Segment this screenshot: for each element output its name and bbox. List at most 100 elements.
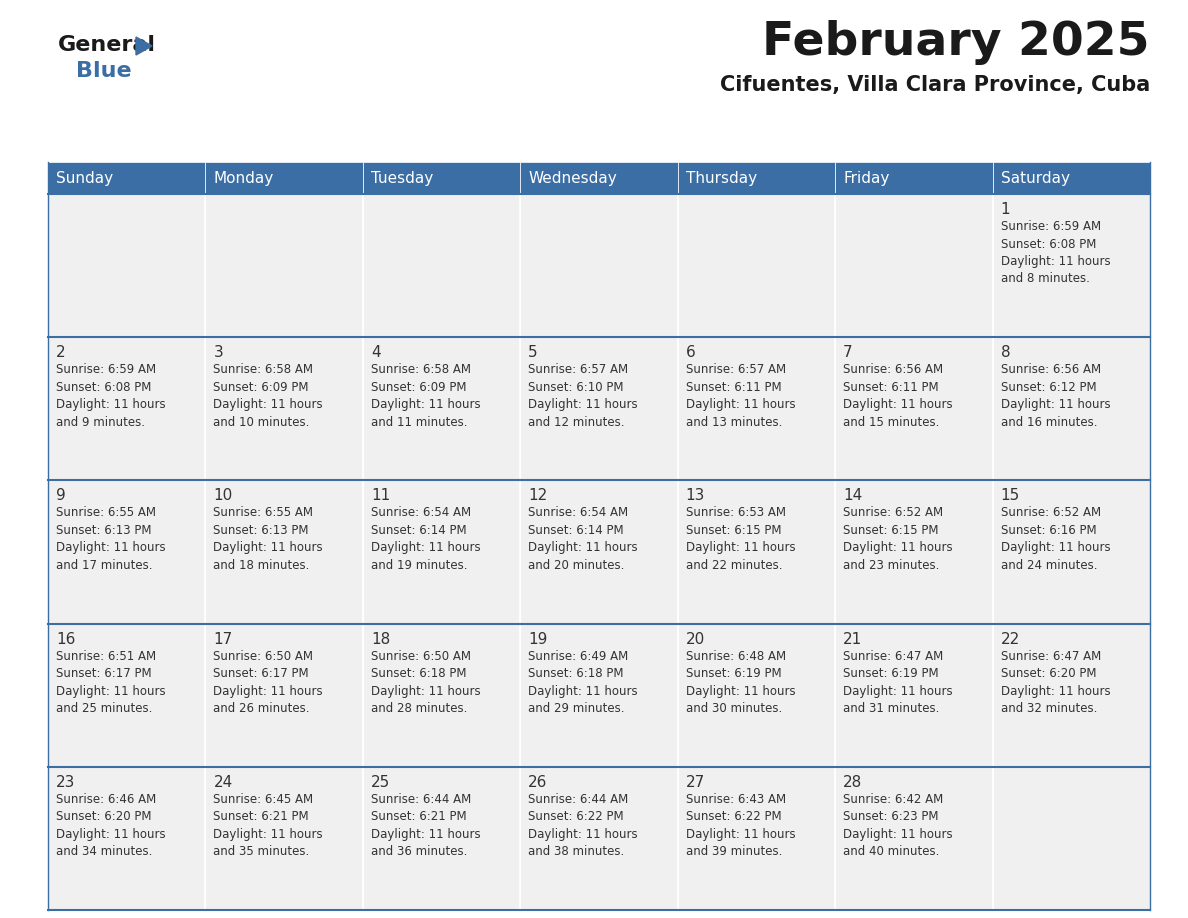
Text: Tuesday: Tuesday — [371, 171, 434, 185]
Bar — [520, 337, 677, 480]
Text: 3: 3 — [214, 345, 223, 360]
Text: 16: 16 — [56, 632, 75, 646]
Bar — [992, 337, 1150, 480]
Bar — [520, 194, 677, 337]
Text: Sunrise: 6:58 AM
Sunset: 6:09 PM
Daylight: 11 hours
and 10 minutes.: Sunrise: 6:58 AM Sunset: 6:09 PM Dayligh… — [214, 364, 323, 429]
Text: Sunrise: 6:52 AM
Sunset: 6:15 PM
Daylight: 11 hours
and 23 minutes.: Sunrise: 6:52 AM Sunset: 6:15 PM Dayligh… — [843, 507, 953, 572]
Text: Sunrise: 6:45 AM
Sunset: 6:21 PM
Daylight: 11 hours
and 35 minutes.: Sunrise: 6:45 AM Sunset: 6:21 PM Dayligh… — [214, 793, 323, 858]
Bar — [206, 623, 362, 767]
Text: 25: 25 — [371, 775, 390, 789]
Bar — [677, 767, 835, 910]
Text: Cifuentes, Villa Clara Province, Cuba: Cifuentes, Villa Clara Province, Cuba — [720, 75, 1150, 95]
Text: Blue: Blue — [76, 61, 132, 81]
Text: Sunrise: 6:54 AM
Sunset: 6:14 PM
Daylight: 11 hours
and 19 minutes.: Sunrise: 6:54 AM Sunset: 6:14 PM Dayligh… — [371, 507, 480, 572]
Text: Sunrise: 6:47 AM
Sunset: 6:19 PM
Daylight: 11 hours
and 31 minutes.: Sunrise: 6:47 AM Sunset: 6:19 PM Dayligh… — [843, 650, 953, 715]
Text: Sunrise: 6:51 AM
Sunset: 6:17 PM
Daylight: 11 hours
and 25 minutes.: Sunrise: 6:51 AM Sunset: 6:17 PM Dayligh… — [56, 650, 165, 715]
Bar — [992, 480, 1150, 623]
Text: 22: 22 — [1000, 632, 1019, 646]
Text: 26: 26 — [529, 775, 548, 789]
Text: Sunrise: 6:44 AM
Sunset: 6:22 PM
Daylight: 11 hours
and 38 minutes.: Sunrise: 6:44 AM Sunset: 6:22 PM Dayligh… — [529, 793, 638, 858]
Text: Sunrise: 6:56 AM
Sunset: 6:12 PM
Daylight: 11 hours
and 16 minutes.: Sunrise: 6:56 AM Sunset: 6:12 PM Dayligh… — [1000, 364, 1111, 429]
Bar — [48, 623, 206, 767]
Text: Sunrise: 6:55 AM
Sunset: 6:13 PM
Daylight: 11 hours
and 18 minutes.: Sunrise: 6:55 AM Sunset: 6:13 PM Dayligh… — [214, 507, 323, 572]
Bar — [835, 337, 992, 480]
Text: Friday: Friday — [843, 171, 890, 185]
Bar — [677, 623, 835, 767]
Bar — [835, 767, 992, 910]
Bar — [520, 480, 677, 623]
Bar — [677, 480, 835, 623]
Text: February 2025: February 2025 — [763, 20, 1150, 65]
Text: 13: 13 — [685, 488, 706, 503]
Bar — [362, 767, 520, 910]
Text: Wednesday: Wednesday — [529, 171, 617, 185]
Text: Monday: Monday — [214, 171, 273, 185]
Bar — [362, 480, 520, 623]
Text: Sunrise: 6:46 AM
Sunset: 6:20 PM
Daylight: 11 hours
and 34 minutes.: Sunrise: 6:46 AM Sunset: 6:20 PM Dayligh… — [56, 793, 165, 858]
Bar — [992, 162, 1150, 194]
Bar — [677, 194, 835, 337]
Text: Sunrise: 6:56 AM
Sunset: 6:11 PM
Daylight: 11 hours
and 15 minutes.: Sunrise: 6:56 AM Sunset: 6:11 PM Dayligh… — [843, 364, 953, 429]
Bar — [992, 767, 1150, 910]
Bar — [677, 162, 835, 194]
Bar — [48, 337, 206, 480]
Bar — [362, 162, 520, 194]
Bar — [206, 480, 362, 623]
Text: 14: 14 — [843, 488, 862, 503]
Text: Sunrise: 6:58 AM
Sunset: 6:09 PM
Daylight: 11 hours
and 11 minutes.: Sunrise: 6:58 AM Sunset: 6:09 PM Dayligh… — [371, 364, 480, 429]
Bar — [362, 623, 520, 767]
Text: 21: 21 — [843, 632, 862, 646]
Bar — [992, 194, 1150, 337]
Text: 6: 6 — [685, 345, 695, 360]
Text: Thursday: Thursday — [685, 171, 757, 185]
Text: Sunday: Sunday — [56, 171, 113, 185]
Text: Sunrise: 6:57 AM
Sunset: 6:11 PM
Daylight: 11 hours
and 13 minutes.: Sunrise: 6:57 AM Sunset: 6:11 PM Dayligh… — [685, 364, 795, 429]
Text: Sunrise: 6:42 AM
Sunset: 6:23 PM
Daylight: 11 hours
and 40 minutes.: Sunrise: 6:42 AM Sunset: 6:23 PM Dayligh… — [843, 793, 953, 858]
Text: 2: 2 — [56, 345, 65, 360]
Bar — [835, 480, 992, 623]
Text: 24: 24 — [214, 775, 233, 789]
Text: 4: 4 — [371, 345, 380, 360]
Bar — [520, 162, 677, 194]
Text: 1: 1 — [1000, 202, 1010, 217]
Bar — [206, 194, 362, 337]
Bar — [835, 194, 992, 337]
Text: Sunrise: 6:59 AM
Sunset: 6:08 PM
Daylight: 11 hours
and 9 minutes.: Sunrise: 6:59 AM Sunset: 6:08 PM Dayligh… — [56, 364, 165, 429]
Text: 28: 28 — [843, 775, 862, 789]
Text: Sunrise: 6:48 AM
Sunset: 6:19 PM
Daylight: 11 hours
and 30 minutes.: Sunrise: 6:48 AM Sunset: 6:19 PM Dayligh… — [685, 650, 795, 715]
Bar — [362, 194, 520, 337]
Text: General: General — [58, 35, 156, 55]
Text: 11: 11 — [371, 488, 390, 503]
Text: 17: 17 — [214, 632, 233, 646]
Text: Sunrise: 6:49 AM
Sunset: 6:18 PM
Daylight: 11 hours
and 29 minutes.: Sunrise: 6:49 AM Sunset: 6:18 PM Dayligh… — [529, 650, 638, 715]
Bar — [835, 623, 992, 767]
Text: 15: 15 — [1000, 488, 1019, 503]
Bar — [48, 162, 206, 194]
Bar — [48, 480, 206, 623]
Text: 12: 12 — [529, 488, 548, 503]
Text: Saturday: Saturday — [1000, 171, 1069, 185]
Bar — [677, 337, 835, 480]
Text: 7: 7 — [843, 345, 853, 360]
Text: 27: 27 — [685, 775, 704, 789]
Text: Sunrise: 6:44 AM
Sunset: 6:21 PM
Daylight: 11 hours
and 36 minutes.: Sunrise: 6:44 AM Sunset: 6:21 PM Dayligh… — [371, 793, 480, 858]
Text: 18: 18 — [371, 632, 390, 646]
Polygon shape — [135, 37, 152, 55]
Bar — [992, 623, 1150, 767]
Text: 20: 20 — [685, 632, 704, 646]
Text: 23: 23 — [56, 775, 75, 789]
Bar — [362, 337, 520, 480]
Text: Sunrise: 6:50 AM
Sunset: 6:18 PM
Daylight: 11 hours
and 28 minutes.: Sunrise: 6:50 AM Sunset: 6:18 PM Dayligh… — [371, 650, 480, 715]
Text: Sunrise: 6:57 AM
Sunset: 6:10 PM
Daylight: 11 hours
and 12 minutes.: Sunrise: 6:57 AM Sunset: 6:10 PM Dayligh… — [529, 364, 638, 429]
Bar — [835, 162, 992, 194]
Text: 8: 8 — [1000, 345, 1010, 360]
Text: 10: 10 — [214, 488, 233, 503]
Text: Sunrise: 6:55 AM
Sunset: 6:13 PM
Daylight: 11 hours
and 17 minutes.: Sunrise: 6:55 AM Sunset: 6:13 PM Dayligh… — [56, 507, 165, 572]
Text: 5: 5 — [529, 345, 538, 360]
Bar — [206, 162, 362, 194]
Bar — [206, 767, 362, 910]
Text: Sunrise: 6:52 AM
Sunset: 6:16 PM
Daylight: 11 hours
and 24 minutes.: Sunrise: 6:52 AM Sunset: 6:16 PM Dayligh… — [1000, 507, 1111, 572]
Bar — [520, 623, 677, 767]
Bar — [48, 767, 206, 910]
Bar — [206, 337, 362, 480]
